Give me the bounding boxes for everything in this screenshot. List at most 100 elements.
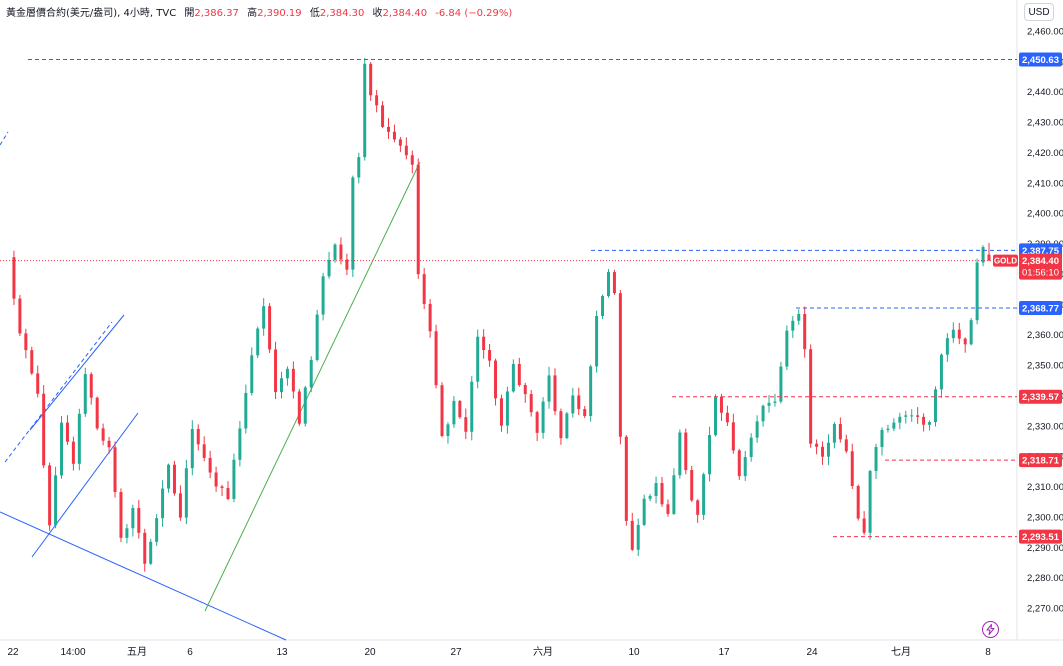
channel-dashed-line-top [0,131,9,146]
last-price-tag [1019,253,1062,280]
x-tick-label: 27 [450,647,462,658]
symbol-name[interactable]: 黃金層價合約(美元/盎司) [6,8,118,19]
high-label: 高 [247,8,258,19]
candle-body [321,276,325,315]
price-level-tag [1019,529,1062,544]
candle-body [274,349,278,393]
candle-body [381,105,385,127]
candle-body [285,368,289,379]
candle-body [916,415,920,417]
candle-body [30,350,34,374]
candle-body [244,393,248,429]
price-level-tag [1019,389,1062,404]
candle-body [969,320,973,345]
candle-body [987,254,991,261]
price-level-label: 2,368.77 [1022,304,1059,315]
bolt-glyph-icon [986,624,995,635]
candle-body [214,472,218,487]
change-value: -6.84 (−0.29%) [435,8,513,19]
candle-body [434,331,438,386]
candle-body [184,468,188,518]
y-tick-label: 2,420.00 [1027,148,1063,159]
candle-body [945,338,949,355]
x-tick-label: 24 [806,647,818,658]
candle-body [309,359,313,388]
candle-body [749,437,753,458]
candle-body [476,336,480,382]
candle-body [83,374,87,414]
candle-body [232,459,236,499]
candle-body [196,428,200,445]
candles-group [12,57,991,572]
candle-body [178,493,182,518]
candle-body [589,366,593,417]
candle-body [428,303,432,332]
candle-body [791,320,795,331]
interval-label[interactable]: 4小時 [123,8,150,19]
x-tick-label: 六月 [533,646,553,658]
y-tick-label: 2,350.00 [1027,361,1063,372]
candle-body [268,306,272,350]
open-value: 2,386.37 [194,8,239,19]
candle-body [327,259,331,277]
candle-body [826,442,830,457]
candle-body [499,398,503,426]
candle-body [12,257,16,299]
candle-body [815,443,819,447]
candle-body [202,444,206,458]
countdown-label: 01:56:10 [1022,268,1059,279]
lightning-bolt-icon[interactable] [982,621,999,638]
candle-body [392,131,396,140]
candle-body [77,413,81,464]
candle-body [779,366,783,402]
support-trendline [0,511,287,641]
candle-body [315,314,319,360]
candle-body [446,424,450,436]
candle-body [618,293,622,437]
candle-body [351,177,355,270]
candle-body [440,385,444,436]
currency-button[interactable]: USD [1024,3,1054,21]
candle-body [684,432,688,471]
candle-body [262,306,266,329]
candle-body [571,395,575,414]
candle-body [65,422,69,442]
candle-body [190,428,194,469]
y-tick-label: 2,280.00 [1027,573,1063,584]
price-level-label: 2,318.71 [1022,456,1060,467]
candle-body [369,63,373,96]
candle-body [731,422,735,451]
candle-body [767,402,771,406]
candle-body [54,475,58,526]
candle-body [963,338,967,345]
channel-lower-line [31,412,139,558]
candle-body [559,411,563,439]
candle-body [803,313,807,350]
low-value: 2,384.30 [319,8,365,19]
candle-body [672,475,676,514]
price-level-label: 2,293.51 [1022,532,1060,543]
candle-body [583,409,587,417]
candle-body [862,518,866,533]
candle-body [904,415,908,417]
candle-body [24,333,28,351]
candle-body [928,422,932,425]
candle-body [821,446,825,457]
candle-body [606,272,610,297]
candle-body [636,524,640,550]
candle-body [856,485,860,519]
x-tick-label: 五月 [127,646,147,658]
candle-body [981,247,985,263]
candle-body [208,457,212,473]
candle-body [452,400,456,425]
candle-body [220,486,224,489]
candle-body [517,363,521,385]
x-tick-label: 6 [187,647,193,658]
candle-body [488,349,492,361]
candle-body [601,296,605,316]
x-tick-label: 8 [985,647,991,658]
channel-upper-line [29,314,125,431]
candle-body [809,349,813,444]
